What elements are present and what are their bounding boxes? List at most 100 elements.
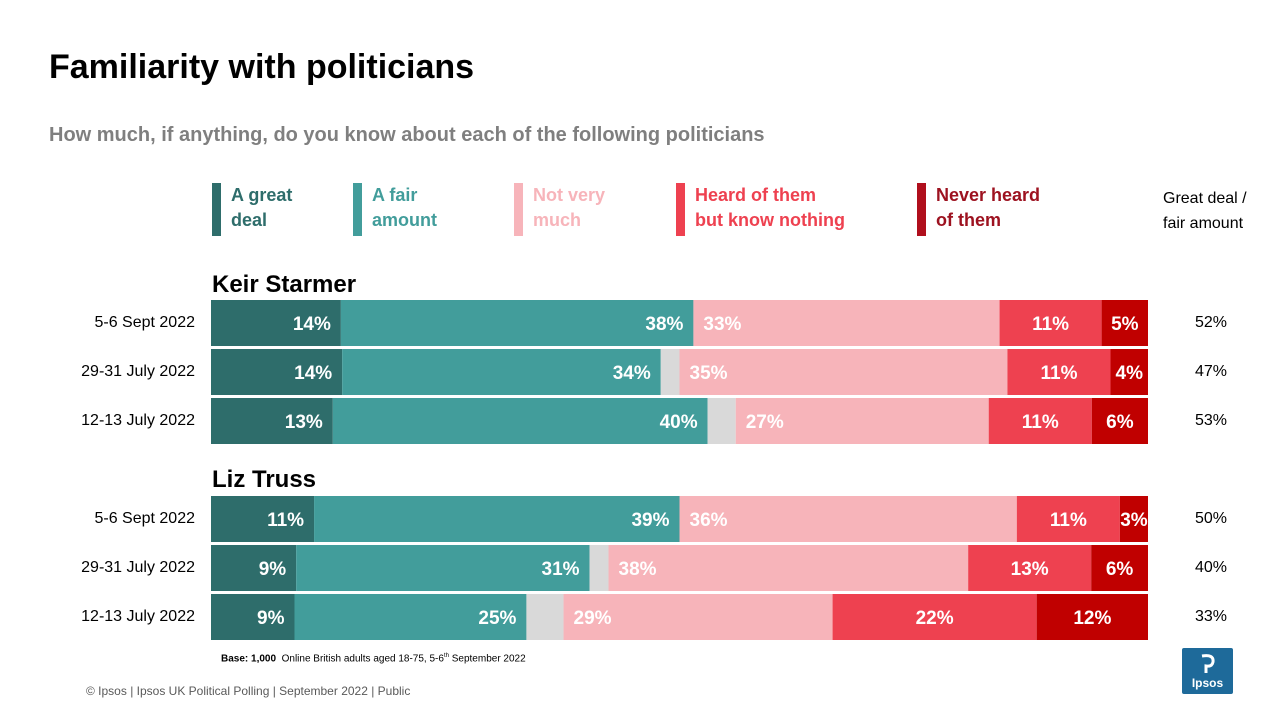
bar-segment (340, 300, 694, 346)
bar-segment (211, 300, 341, 346)
bar-segment (1119, 496, 1148, 542)
legend-label: A great deal (231, 185, 293, 230)
bar-segment (1091, 398, 1148, 444)
bar-value-label: 11% (1050, 510, 1087, 531)
bar-segment (735, 398, 989, 444)
page-subtitle: How much, if anything, do you know about… (49, 124, 765, 146)
bar-value-label: 27% (746, 412, 784, 433)
bar-value-label: 25% (478, 608, 516, 629)
logo-text: Ipsos (1191, 676, 1224, 690)
politician-name: Keir Starmer (212, 271, 357, 298)
bar-separator (211, 591, 1148, 594)
bar-value-label: 6% (1106, 559, 1134, 580)
bar-segment (296, 545, 590, 591)
great-deal-fair-amount-value: 53% (1195, 412, 1228, 429)
bar-value-label: 3% (1120, 510, 1148, 531)
great-deal-fair-amount-value: 47% (1195, 363, 1228, 380)
legend-swatch (353, 183, 362, 236)
ipsos-logo-icon (1201, 654, 1215, 673)
bar-value-label: 11% (1032, 314, 1069, 335)
base-note: Base: 1,000 Online British adults aged 1… (221, 653, 526, 665)
bar-segment (999, 300, 1102, 346)
legend-item: Heard of them but know nothing (676, 183, 845, 236)
bar-segment (589, 545, 609, 591)
great-deal-fair-amount-value: 33% (1195, 608, 1228, 625)
bar-value-label: 12% (1073, 608, 1111, 629)
bar-value-label: 14% (294, 363, 332, 384)
bar-value-label: 35% (690, 363, 728, 384)
legend-swatch (212, 183, 221, 236)
bar-segment (660, 349, 680, 395)
bar-segment (211, 545, 297, 591)
bar-segment (563, 594, 833, 640)
row-label: 29-31 July 2022 (81, 363, 195, 380)
bar-segment (608, 545, 969, 591)
bar-value-label: 13% (285, 412, 323, 433)
bar-segment (968, 545, 1092, 591)
bar-segment (1036, 594, 1148, 640)
bar-value-label: 9% (259, 559, 287, 580)
bar-segment (1110, 349, 1148, 395)
bar-segment (1101, 300, 1148, 346)
bar-segment (294, 594, 527, 640)
bar-value-label: 11% (267, 510, 304, 531)
bar-value-label: 13% (1011, 559, 1049, 580)
bar-value-label: 38% (619, 559, 657, 580)
bar-segment (332, 398, 708, 444)
bar-value-label: 9% (257, 608, 285, 629)
bar-value-label: 31% (542, 559, 580, 580)
row-label: 12-13 July 2022 (81, 608, 195, 625)
legend-swatch (917, 183, 926, 236)
bar-value-label: 29% (574, 608, 612, 629)
bar-separator (211, 542, 1148, 545)
great-deal-fair-amount-value: 52% (1195, 314, 1228, 331)
bar-value-label: 22% (916, 608, 954, 629)
great-deal-fair-amount-value: 40% (1195, 559, 1228, 576)
legend-label: Heard of them but know nothing (695, 185, 845, 230)
legend-item: A fair amount (353, 183, 437, 236)
bar-separator (211, 346, 1148, 349)
bar-segment (679, 496, 1017, 542)
ipsos-logo: Ipsos (1182, 648, 1233, 694)
bar-separator (211, 395, 1148, 398)
bar-segment (342, 349, 661, 395)
bar-segment (1016, 496, 1120, 542)
bar-segment (211, 349, 343, 395)
bar-value-label: 14% (293, 314, 331, 335)
bar-value-label: 34% (613, 363, 651, 384)
footer: © Ipsos | Ipsos UK Political Polling | S… (86, 684, 411, 698)
row-label: 5-6 Sept 2022 (94, 314, 195, 331)
bar-value-label: 39% (631, 510, 669, 531)
bar-value-label: 4% (1116, 363, 1144, 384)
legend-item: Not very much (514, 183, 605, 236)
great-deal-fair-amount-header: Great deal / fair amount (1163, 190, 1247, 232)
legend-label: Not very much (533, 185, 606, 230)
bar-segment (707, 398, 736, 444)
bar-separator (211, 640, 1148, 643)
bar-separator (211, 444, 1148, 447)
row-label: 29-31 July 2022 (81, 559, 195, 576)
bar-value-label: 5% (1111, 314, 1139, 335)
bar-segment (832, 594, 1037, 640)
bar-segment (1007, 349, 1111, 395)
bar-value-label: 6% (1106, 412, 1134, 433)
legend-label: Never heard of them (936, 185, 1041, 230)
bar-segment (1091, 545, 1148, 591)
row-label: 5-6 Sept 2022 (94, 510, 195, 527)
bar-value-label: 40% (660, 412, 698, 433)
page-title: Familiarity with politicians (49, 48, 475, 86)
bar-segment (526, 594, 564, 640)
bar-segment (988, 398, 1092, 444)
bar-segment (693, 300, 1000, 346)
bar-segment (211, 594, 295, 640)
legend-item: Never heard of them (917, 183, 1040, 236)
bar-segment (314, 496, 680, 542)
bar-segment (679, 349, 1008, 395)
bar-value-label: 36% (690, 510, 728, 531)
legend-swatch (514, 183, 523, 236)
row-label: 12-13 July 2022 (81, 412, 195, 429)
bar-value-label: 33% (703, 314, 741, 335)
politician-name: Liz Truss (212, 466, 317, 493)
bar-value-label: 38% (645, 314, 683, 335)
